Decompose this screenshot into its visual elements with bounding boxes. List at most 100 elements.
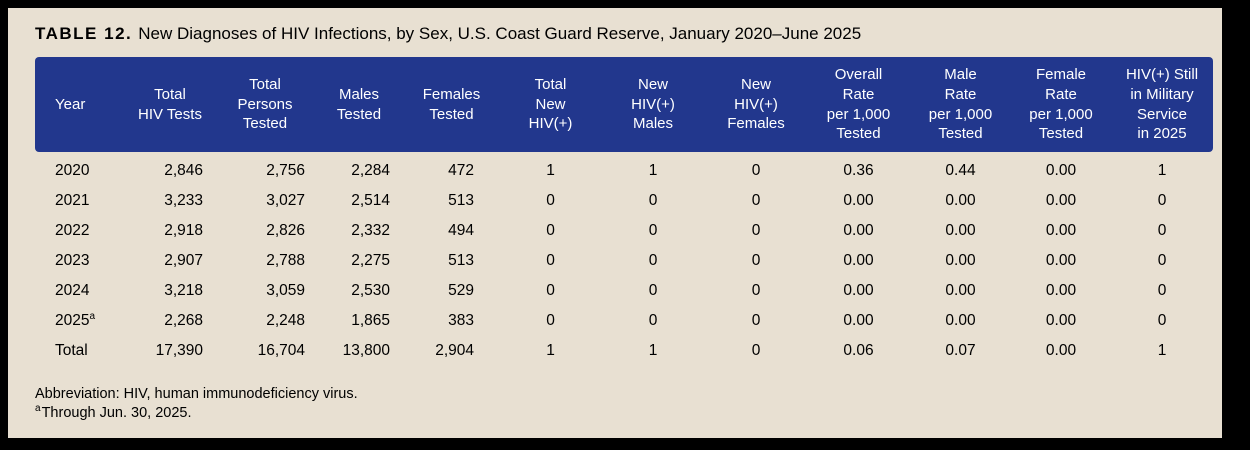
footnote-a-marker: a [35,403,41,415]
table-cell: 0.00 [843,252,874,269]
year-label: 2021 [55,192,90,209]
table-cell: 472 [448,162,474,179]
footnote-a: aThrough Jun. 30, 2025. [35,404,358,423]
table-cell: 0.00 [945,252,976,269]
table-cell: 0 [546,312,555,329]
year-label: 2020 [55,162,90,179]
column-header-6: Total New HIV(+) [500,57,601,152]
column-header-10: Male Rate per 1,000 Tested [910,57,1011,152]
table-cell: 0.00 [945,222,976,239]
table-cell: 513 [448,252,474,269]
table-row-2023: 2023 2,907 2,788 2,275 513 0 0 0 0.00 0.00 0.00 0 [35,246,1213,276]
hiv-diagnoses-table: Year Total HIV Tests Total Persons Tested M… [35,57,1213,366]
table-cell: 2,788 [266,252,305,269]
table-cell: 383 [448,312,474,329]
table-cell: 0 [1157,252,1167,269]
table-cell: 0 [751,162,761,179]
table-cell: 0 [751,222,761,239]
table-cell: 0 [546,192,555,209]
table-cell: 2,826 [266,222,305,239]
table-cell: 0.36 [843,162,874,179]
year-footnote-marker: a [89,310,96,322]
column-header-1: Year [35,57,125,152]
table-cell: 2,275 [351,252,390,269]
year-label: 2023 [55,252,90,269]
table-cell: 0 [1157,282,1167,299]
table-cell: 0.00 [945,312,976,329]
table-title: TABLE 12. New Diagnoses of HIV Infections… [35,24,861,44]
table-cell: 0 [648,312,658,329]
year-label: 2022 [55,222,90,239]
table-cell: 0.00 [1045,162,1077,179]
table-cell: 0 [648,192,658,209]
table-cell: 0 [751,282,761,299]
table-cell: 3,027 [266,192,305,209]
table-cell: 0 [648,252,658,269]
table-cell: 0.00 [843,192,874,209]
table-cell: 2,514 [351,192,390,209]
table-cell: 1,865 [351,312,390,329]
footnote-a-text: Through Jun. 30, 2025. [41,405,192,421]
table-cell: 2,530 [351,282,390,299]
table-cell: 0 [546,222,555,239]
table-cell: 3,218 [164,282,203,299]
column-header-5: Females Tested [403,57,500,152]
table-cell: 1 [648,342,658,359]
table-cell: 2,918 [164,222,203,239]
table-header-row: Year Total HIV Tests Total Persons Tested M… [35,57,1213,152]
table-container: Year Total HIV Tests Total Persons Tested M… [35,57,1213,366]
table-cell: 13,800 [342,342,390,359]
table-cell: 2,904 [435,342,474,359]
table-cell: 1 [546,162,555,179]
table-cell: 0 [546,282,555,299]
table-cell: 0.00 [1045,342,1077,359]
table-cell: 0 [1157,222,1167,239]
year-label: Total [55,342,88,359]
table-row-2024: 2024 3,218 3,059 2,530 529 0 0 0 0.00 0.00 0.00 0 [35,276,1213,306]
table-cell: 1 [1157,162,1167,179]
column-header-7: New HIV(+) Males [601,57,705,152]
table-row-2025: 2025a 2,268 2,248 1,865 383 0 0 0 0.00 0.00 0.00 0 [35,306,1213,336]
column-header-2: Total HIV Tests [125,57,215,152]
table-cell: 0 [648,282,658,299]
column-header-12: HIV(+) Still in Military Service in 2025 [1111,57,1213,152]
table-cell: 0.00 [945,282,976,299]
table-cell: 494 [448,222,474,239]
table-cell: 2,907 [164,252,203,269]
table-cell: 0.00 [843,222,874,239]
table-cell: 3,059 [266,282,305,299]
table-cell: 16,704 [257,342,305,359]
cell-year: Total [35,336,125,366]
table-cell: 0 [751,342,761,359]
cell-year: 2024 [35,276,125,306]
table-row-total: Total 17,390 16,704 13,800 2,904 1 1 0 0.06 0.07 0… [35,336,1213,366]
table-cell: 0.00 [1045,222,1077,239]
year-label: 2024 [55,282,90,299]
table-cell: 0.00 [1045,252,1077,269]
table-row-2021: 2021 3,233 3,027 2,514 513 0 0 0 0.00 0.00 0.00 0 [35,186,1213,216]
table-cell: 2,268 [164,312,203,329]
table-cell: 0 [648,222,658,239]
table-cell: 2,248 [266,312,305,329]
footnote-abbreviation: Abbreviation: HIV, human immunodeficienc… [35,386,358,402]
table-number-label: TABLE 12. [35,24,133,43]
cell-year: 2020 [35,152,125,186]
table-cell: 3,233 [164,192,203,209]
year-label: 2025 [55,312,90,329]
table-cell: 2,284 [351,162,390,179]
cell-year: 2025a [35,306,125,336]
table-cell: 0.00 [843,282,874,299]
table-cell: 513 [448,192,474,209]
table-cell: 0.00 [1045,312,1077,329]
table-cell: 1 [648,162,658,179]
table-cell: 0 [751,192,761,209]
table-cell: 0.06 [843,342,874,359]
cell-year: 2021 [35,186,125,216]
column-header-9: Overall Rate per 1,000 Tested [807,57,910,152]
footnotes: Abbreviation: HIV, human immunodeficienc… [35,385,358,423]
table-cell: 1 [1157,342,1167,359]
table-cell: 0.00 [843,312,874,329]
table-panel: TABLE 12. New Diagnoses of HIV Infections… [8,8,1222,438]
table-cell: 0 [546,252,555,269]
table-cell: 0.00 [945,192,976,209]
